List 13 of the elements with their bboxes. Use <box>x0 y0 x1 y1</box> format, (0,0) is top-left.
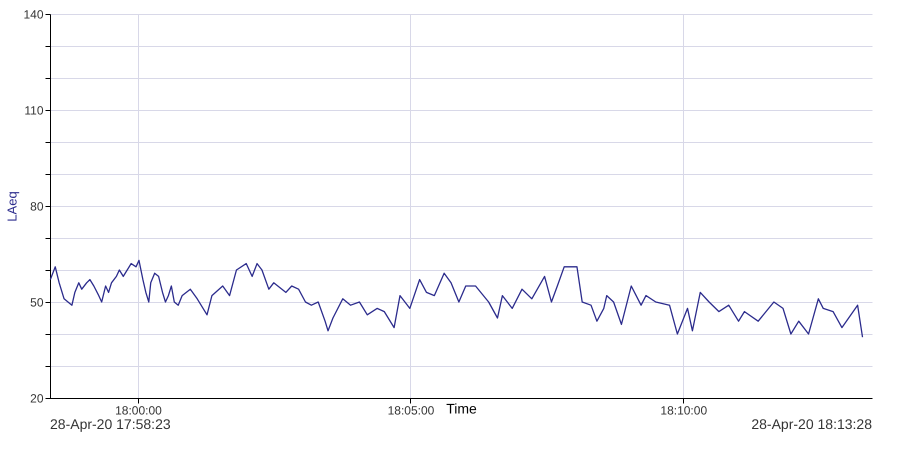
line-series <box>50 260 864 338</box>
text: 28-Apr-20 18:13:28 <box>751 416 872 432</box>
y-tick-label: 80 <box>30 200 44 214</box>
x-axis-title: Time <box>446 400 478 416</box>
y-axis-title: LAeq <box>4 191 20 222</box>
x-tick-label: 18:10:00 <box>660 404 708 418</box>
x-tick-label: 18:05:00 <box>388 404 435 418</box>
y-tick-label: 20 <box>30 392 44 406</box>
y-tick-label: 140 <box>23 8 44 22</box>
y-tick-label: 110 <box>24 104 44 118</box>
y-tick-label: 50 <box>30 296 44 310</box>
x-tick-label: 18:00:00 <box>115 404 162 418</box>
text: 28-Apr-20 17:58:23 <box>50 416 171 432</box>
